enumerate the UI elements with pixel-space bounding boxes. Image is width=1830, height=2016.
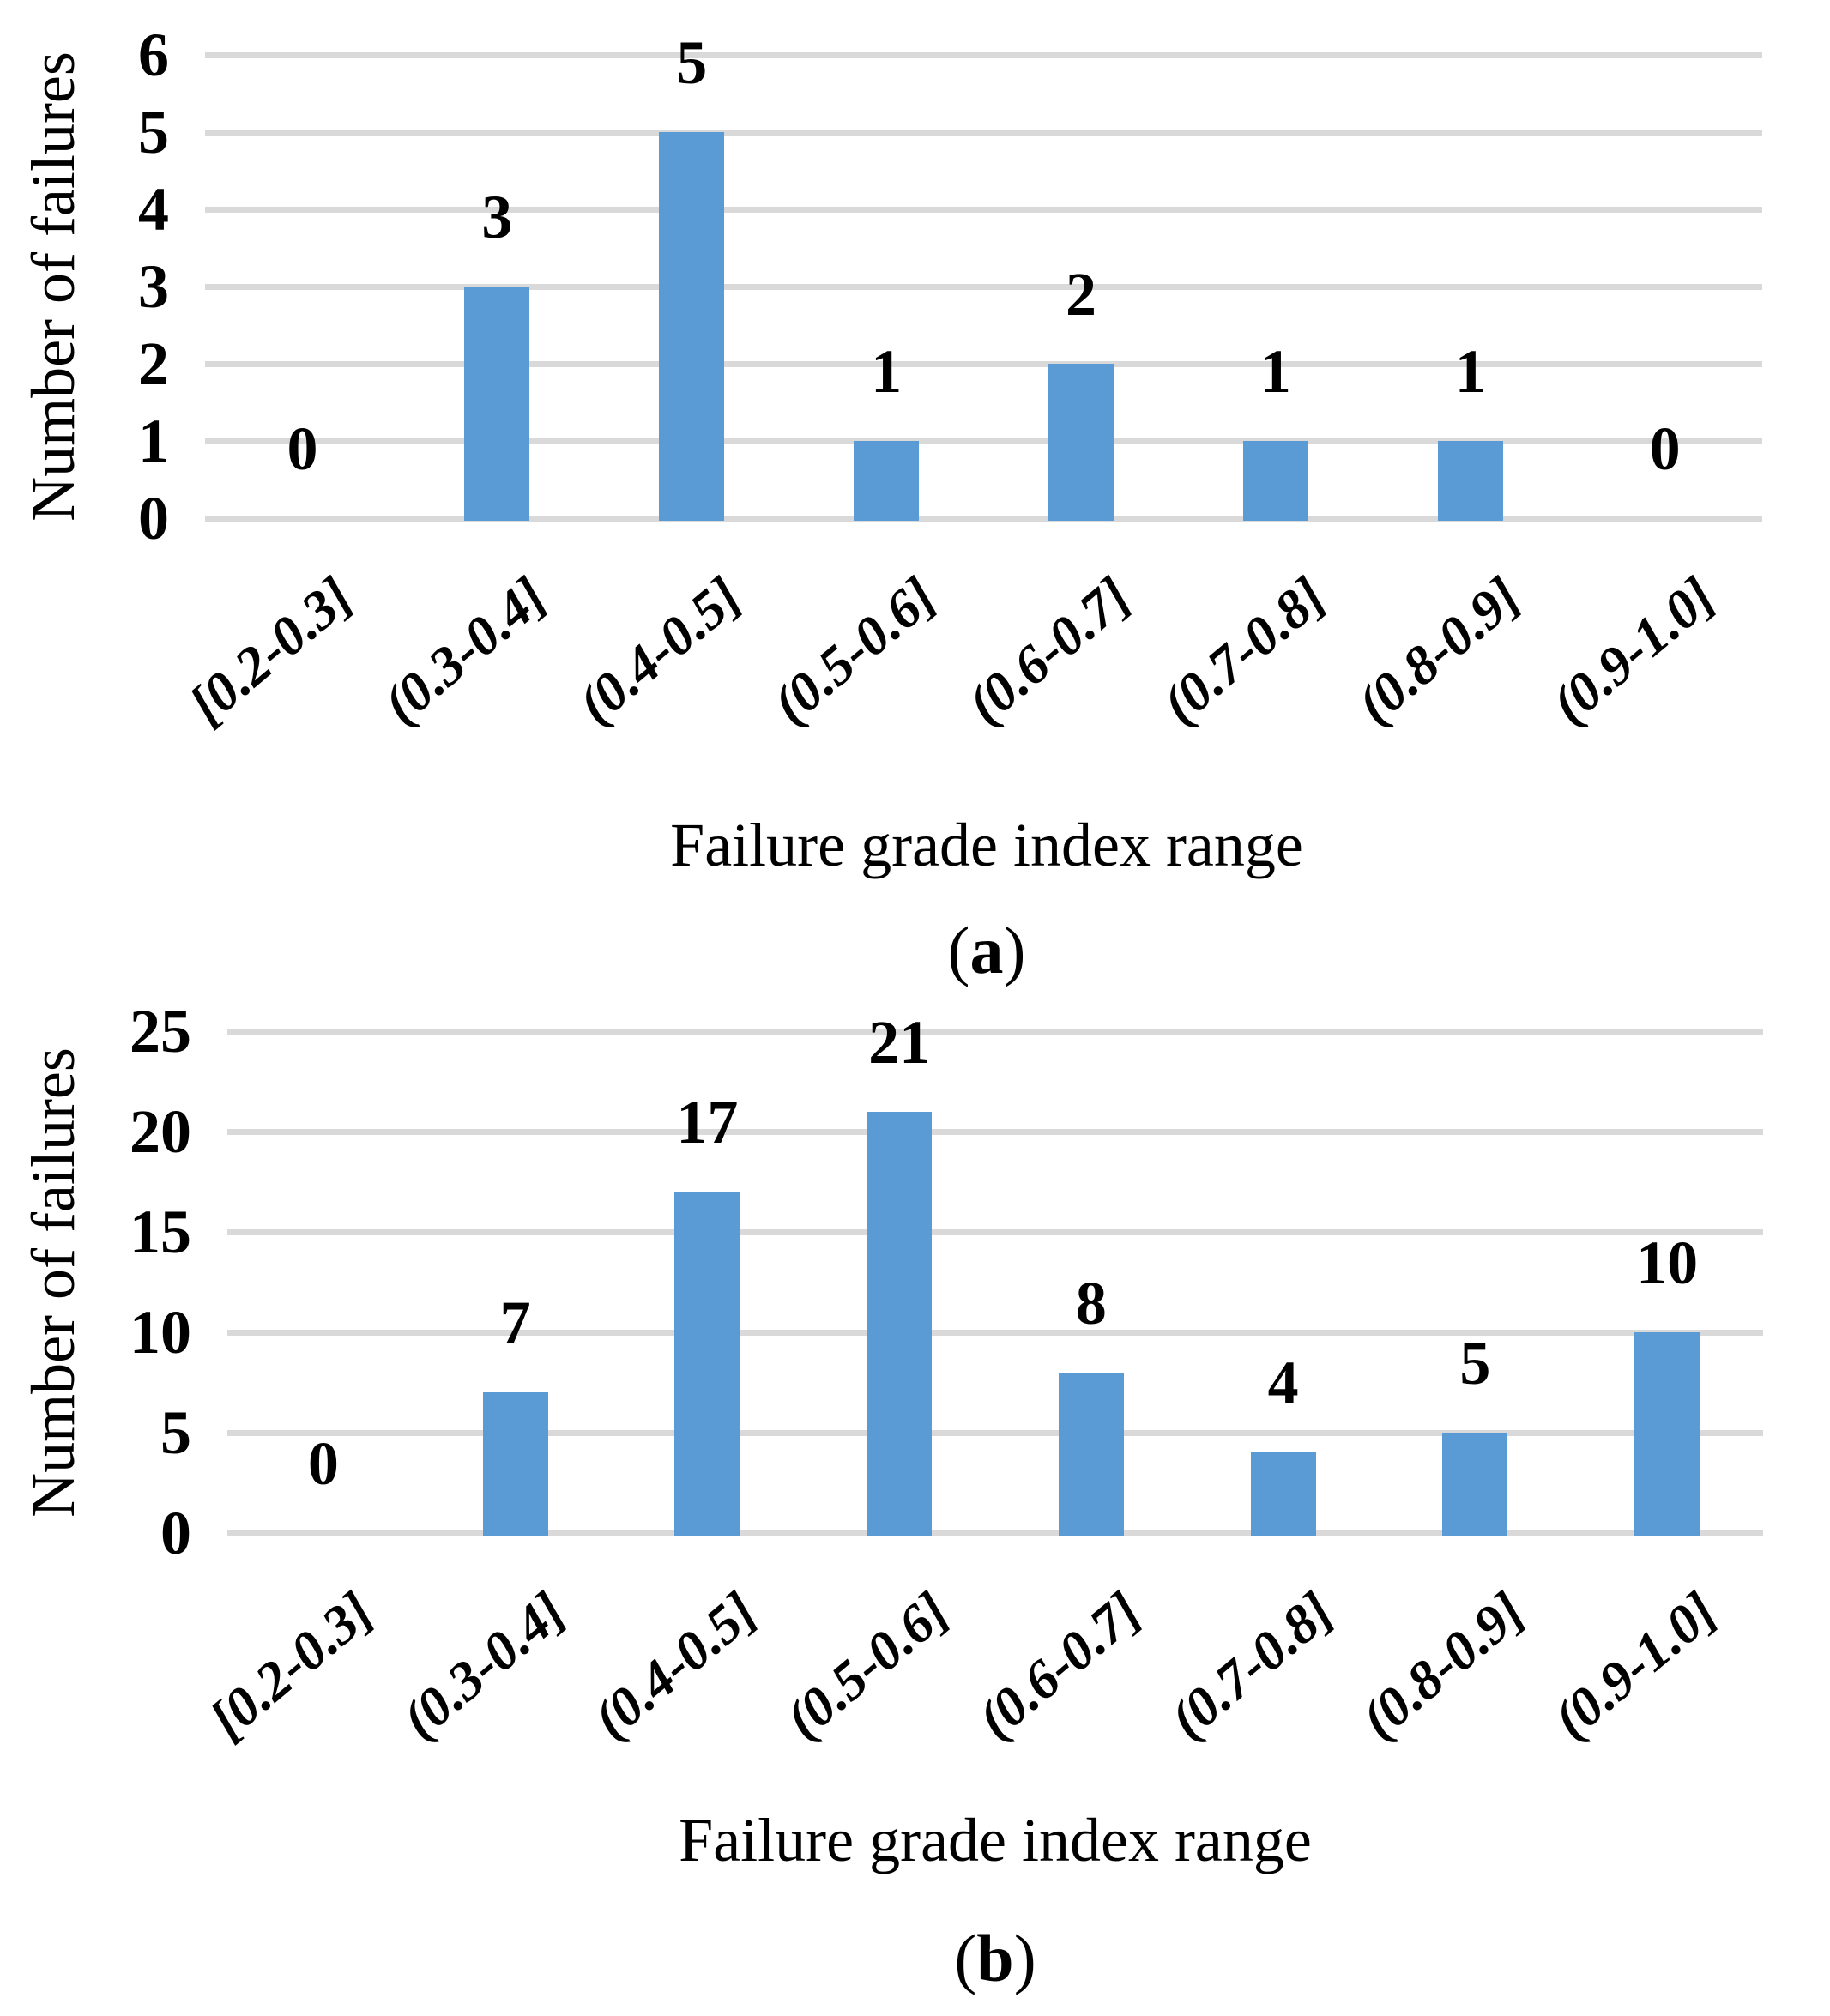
bar — [867, 1111, 933, 1536]
gridline — [205, 129, 1762, 136]
y-axis-tick-label: 3 — [138, 252, 169, 321]
x-axis-category-label: (0.9-1.0] — [1542, 1579, 1729, 1751]
bar — [1634, 1332, 1700, 1536]
y-axis-tick-label: 0 — [160, 1499, 191, 1567]
x-axis-category-label: (0.4-0.5] — [582, 1579, 769, 1751]
y-axis-tick-label: 1 — [138, 407, 169, 475]
bar-data-label: 5 — [1459, 1329, 1491, 1397]
bar-data-label: 4 — [1267, 1349, 1299, 1418]
bar-data-label: 0 — [287, 414, 318, 483]
y-axis-tick-label: 5 — [138, 98, 169, 166]
caption-paren-close: ) — [1003, 913, 1026, 987]
bar — [1048, 364, 1114, 521]
gridline — [205, 51, 1762, 58]
x-axis-category-label: (0.7-0.8] — [1157, 1579, 1344, 1751]
y-axis-tick-label: 0 — [138, 484, 169, 552]
y-axis-tick-label: 4 — [138, 175, 169, 244]
gridline — [227, 1228, 1763, 1235]
bar — [1442, 1433, 1508, 1536]
gridline — [227, 1329, 1763, 1336]
caption-paren-open: ( — [947, 913, 970, 987]
bar-data-label: 1 — [871, 337, 903, 406]
bar-data-label: 1 — [1259, 337, 1291, 406]
gridline — [205, 438, 1762, 444]
bar — [464, 287, 530, 521]
gridline — [205, 206, 1762, 213]
gridline — [205, 515, 1762, 522]
caption-letter: a — [969, 913, 1004, 987]
x-axis-category-label: [0.2-0.3] — [177, 564, 364, 736]
x-axis-category-label: (0.3-0.4] — [390, 1579, 577, 1751]
caption-paren-open: ( — [954, 1921, 977, 1995]
bar — [674, 1192, 740, 1536]
x-axis-category-label: (0.8-0.9] — [1350, 1579, 1537, 1751]
y-axis-title: Number of failures — [19, 1047, 88, 1518]
bar-data-label: 10 — [1636, 1228, 1699, 1297]
bar-data-label: 2 — [1065, 260, 1096, 329]
x-axis-category-label: (0.6-0.7] — [965, 1579, 1152, 1751]
gridline — [227, 1429, 1763, 1436]
x-axis-category-label: (0.5-0.6] — [774, 1579, 961, 1751]
bar-data-label: 1 — [1454, 337, 1486, 406]
x-axis-category-label: (0.7-0.8] — [1150, 564, 1337, 736]
bar-data-label: 21 — [868, 1007, 931, 1077]
x-axis-category-label: (0.9-1.0] — [1539, 564, 1726, 736]
gridline — [227, 1028, 1763, 1035]
x-axis-title: Failure grade index range — [670, 811, 1303, 879]
bar-data-label: 7 — [499, 1289, 531, 1358]
gridline — [205, 360, 1762, 367]
bar — [482, 1392, 548, 1536]
x-axis-title: Failure grade index range — [679, 1806, 1312, 1874]
bar — [659, 132, 725, 521]
y-axis-tick-label: 15 — [130, 1198, 191, 1266]
gridline — [205, 283, 1762, 290]
bar — [1058, 1372, 1124, 1536]
bar-data-label: 5 — [676, 28, 708, 97]
x-axis-category-label: (0.3-0.4] — [371, 564, 559, 736]
gridline — [227, 1128, 1763, 1135]
gridline — [227, 1530, 1763, 1536]
bar — [1250, 1452, 1316, 1536]
x-axis-category-label: (0.5-0.6] — [760, 564, 948, 736]
caption-paren-close: ) — [1013, 1921, 1036, 1995]
y-axis-tick-label: 20 — [130, 1097, 191, 1166]
bar — [1242, 441, 1308, 521]
y-axis-tick-label: 25 — [130, 997, 191, 1065]
bar — [854, 441, 920, 521]
bar-data-label: 0 — [307, 1429, 339, 1498]
bar-data-label: 8 — [1075, 1268, 1107, 1337]
y-axis-tick-label: 5 — [160, 1398, 191, 1467]
x-axis-category-label: (0.4-0.5] — [566, 564, 753, 736]
panel-caption: (b) — [954, 1925, 1036, 1992]
x-axis-category-label: [0.2-0.3] — [197, 1579, 384, 1751]
panel-caption: (a) — [948, 917, 1026, 984]
bar-data-label: 3 — [481, 183, 513, 251]
y-axis-tick-label: 10 — [130, 1298, 191, 1367]
x-axis-category-label: (0.6-0.7] — [955, 564, 1143, 736]
plot-area: 0 1 2 3 4 5 6 0 [0.2-0.3] 3 (0.3-0.4] 5 (0.4-0.5] 1 (0… — [138, 24, 1762, 735]
y-axis-tick-label: 6 — [138, 21, 169, 89]
x-axis-category-label: (0.8-0.9] — [1344, 564, 1531, 736]
caption-letter: b — [976, 1921, 1014, 1995]
plot-area: 0 5 10 15 20 25 0 [0.2-0.3] 7 (0.3-0.4] 17 (0.4-0.5… — [130, 1000, 1763, 1750]
bar-data-label: 17 — [676, 1088, 739, 1157]
bar — [1437, 441, 1503, 521]
bar-data-label: 0 — [1649, 414, 1681, 483]
y-axis-title: Number of failures — [19, 51, 88, 522]
y-axis-tick-label: 2 — [138, 329, 169, 398]
